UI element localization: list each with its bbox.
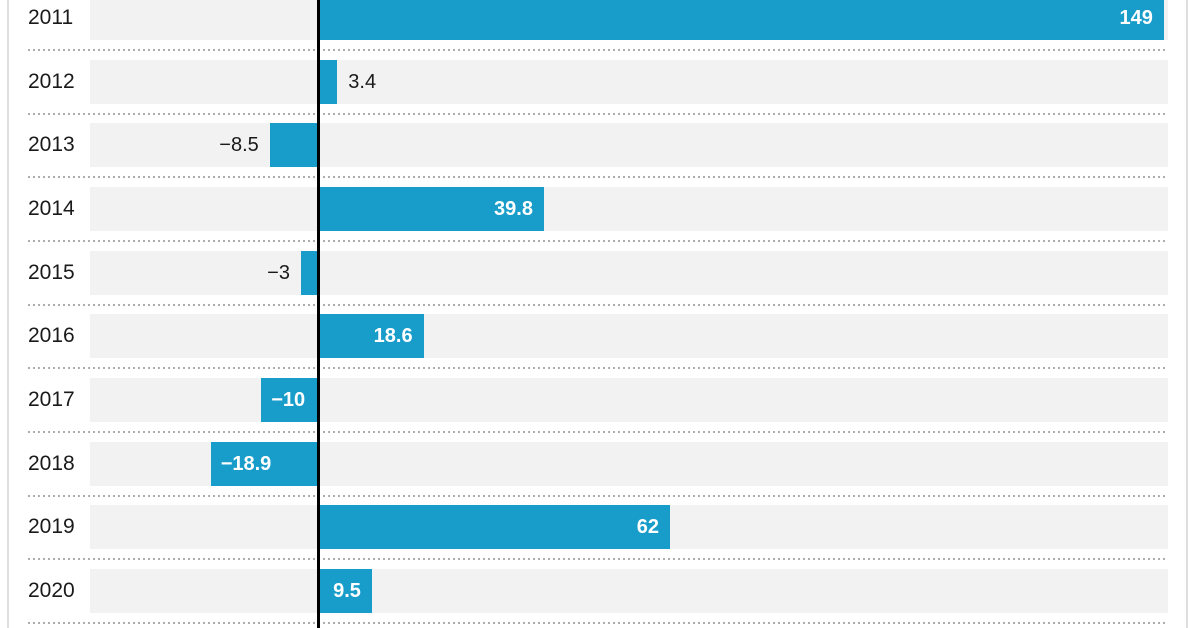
bar[interactable] (318, 569, 372, 614)
bar[interactable] (318, 59, 338, 104)
bar[interactable] (318, 505, 670, 550)
bar[interactable] (261, 378, 318, 423)
year-label: 2017 (28, 388, 75, 412)
row-separator (28, 558, 1168, 561)
bar[interactable] (210, 441, 318, 486)
chart-row: 2013 −8.5 (0, 123, 1200, 168)
chart-row: 2020 9.5 (0, 569, 1200, 614)
chart-row: 2014 39.8 (0, 187, 1200, 232)
bar-value-label: 62 (636, 516, 659, 539)
bar-value-label: 39.8 (494, 198, 533, 221)
bar-value-label: 3.4 (348, 70, 377, 93)
bar-track (90, 123, 1168, 168)
row-separator (28, 367, 1168, 370)
year-label: 2015 (28, 260, 75, 284)
bar[interactable] (318, 0, 1164, 41)
year-label: 2011 (28, 6, 74, 30)
bar-value-label: 18.6 (373, 325, 413, 348)
year-label: 2019 (28, 515, 75, 539)
year-label: 2020 (28, 579, 75, 603)
page-edge-left (7, 0, 9, 628)
chart-row: 2018 −18.9 (0, 441, 1200, 486)
bar-track (90, 569, 1168, 614)
year-label: 2014 (28, 197, 75, 221)
year-label: 2012 (28, 69, 75, 93)
row-separator (28, 430, 1168, 433)
bar-value-label: 149 (1119, 7, 1153, 30)
chart-row: 2016 18.6 (0, 314, 1200, 359)
chart-row: 2017 −10 (0, 378, 1200, 423)
bar-track (90, 250, 1168, 295)
bar-value-label: −10 (271, 389, 306, 412)
bar[interactable] (269, 123, 318, 168)
bar-track (90, 59, 1168, 104)
bar[interactable] (318, 314, 424, 359)
bar-value-label: −8.5 (219, 134, 259, 157)
row-separator (28, 176, 1168, 179)
bar[interactable] (300, 250, 318, 295)
chart-row: 2019 62 (0, 505, 1200, 550)
page-edge-right (1186, 0, 1188, 628)
chart-row: 2011 149 (0, 0, 1200, 41)
bar-value-label: −3 (267, 261, 290, 284)
bar-track (90, 378, 1168, 423)
bar-value-label: 9.5 (333, 580, 361, 603)
row-separator (28, 112, 1168, 115)
chart-row: 2012 3.4 (0, 59, 1200, 104)
row-separator (28, 239, 1168, 242)
bar-track (90, 187, 1168, 232)
bar-value-label: −18.9 (220, 452, 272, 475)
row-separator (28, 494, 1168, 497)
bar[interactable] (318, 187, 544, 232)
row-separator (28, 303, 1168, 306)
zero-axis-line (316, 0, 320, 628)
year-label: 2016 (28, 324, 75, 348)
row-separator (28, 621, 1168, 624)
chart-row: 2015 −3 (0, 250, 1200, 295)
year-label: 2018 (28, 451, 75, 475)
bar-track (90, 314, 1168, 359)
row-separator (28, 48, 1168, 51)
year-label: 2013 (28, 133, 75, 157)
